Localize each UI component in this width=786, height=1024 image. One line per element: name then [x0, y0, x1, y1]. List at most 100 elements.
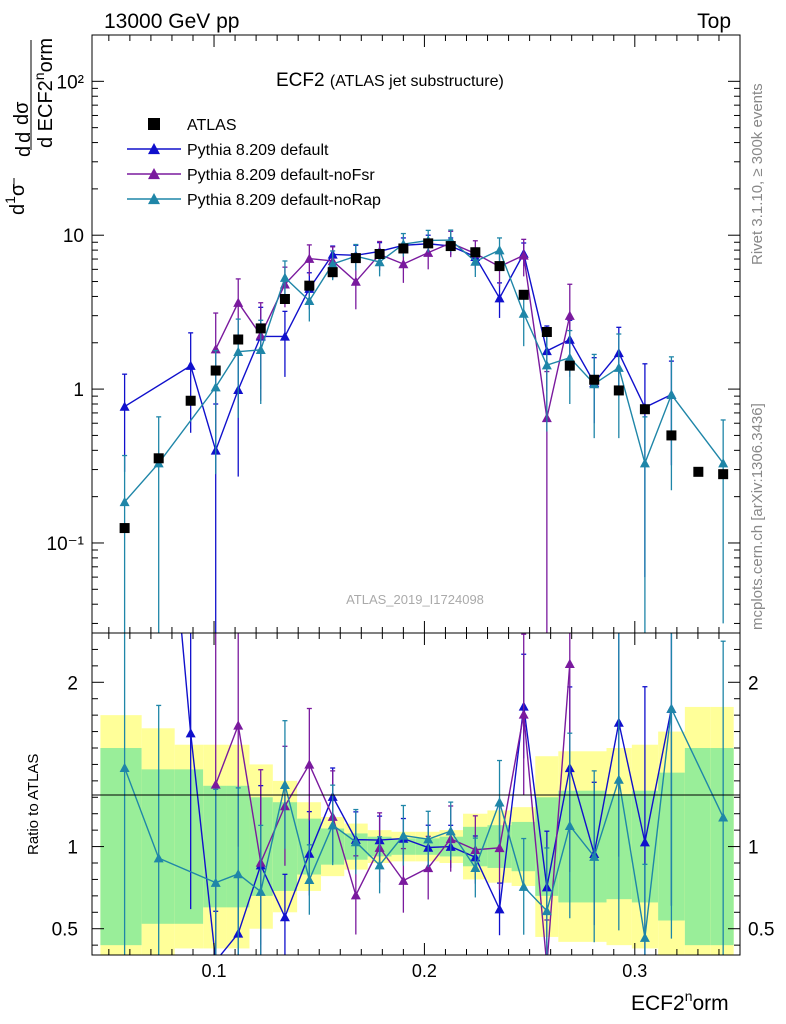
point-noRap	[374, 256, 385, 267]
ratio-point-noFsr	[518, 709, 529, 719]
ratio-series-layer	[119, 0, 729, 969]
legend-label-data: ATLAS	[187, 117, 237, 134]
data-point-atlas	[445, 241, 456, 252]
ratio-line-default	[180, 633, 673, 955]
ratio-point-noRap	[304, 874, 315, 885]
ratio-point-noFsr	[210, 779, 221, 789]
point-noRap	[119, 496, 130, 507]
legend-marker-default	[148, 143, 160, 155]
y-tick-label-main: 10²	[57, 72, 84, 93]
point-default	[279, 331, 290, 341]
y-tick-label-ratio-right: 2	[748, 673, 759, 694]
data-point-atlas	[693, 466, 704, 477]
data-point-atlas	[470, 247, 481, 258]
series-line-default	[124, 243, 672, 453]
point-noRap	[233, 346, 244, 356]
x-tick-label: 0.1	[202, 961, 227, 981]
point-noRap	[279, 272, 290, 282]
y-tick-label-main: 1	[73, 380, 84, 401]
data-point-atlas	[233, 334, 244, 345]
y-axis-label-main: d1σ dd dσ d ECF2norm	[2, 38, 57, 215]
ratio-point-noRap	[666, 703, 677, 713]
x-axis-label: ECF2norm	[631, 988, 729, 1015]
ratio-band-inner-bin	[684, 748, 711, 946]
ratio-point-noRap	[279, 779, 290, 789]
data-point-atlas	[589, 374, 600, 385]
ratio-point-noRap	[423, 834, 434, 844]
process-label: Top	[697, 10, 731, 33]
ratio-point-noRap	[613, 774, 624, 784]
ratio-point-noRap	[470, 862, 481, 873]
point-noRap	[541, 360, 552, 370]
point-noRap	[718, 458, 729, 468]
point-noFsr	[564, 310, 575, 320]
data-point-atlas	[718, 469, 729, 480]
ratio-point-noRap	[210, 877, 221, 887]
legend-marker-data	[148, 118, 160, 130]
data-point-atlas	[185, 395, 196, 406]
rivet-version-label: Rivet 3.1.10, ≥ 300k events	[749, 83, 766, 265]
ratio-point-default	[494, 904, 505, 914]
legend: ATLAS Pythia 8.209 default Pythia 8.209 de…	[127, 117, 381, 209]
data-point-atlas	[423, 238, 434, 249]
ratio-point-noRap	[518, 881, 529, 891]
ratio-plot-frame	[91, 632, 741, 956]
ratio-point-noRap	[564, 820, 575, 830]
x-tick-label: 0.2	[412, 961, 437, 981]
legend-marker-noRap	[148, 193, 160, 205]
point-default	[119, 401, 130, 411]
ratio-point-noFsr	[542, 960, 552, 969]
ratio-point-noFsr	[423, 862, 434, 873]
ratio-point-default	[185, 728, 196, 738]
point-noRap	[518, 308, 529, 318]
point-noFsr	[518, 250, 529, 260]
ratio-point-noRap	[494, 797, 505, 807]
point-noRap	[327, 258, 338, 269]
data-point-atlas	[639, 404, 650, 415]
y-tick-label-ratio-left: 2	[67, 673, 78, 694]
analysis-label: ATLAS_2019_I1724098	[346, 592, 484, 607]
point-noRap	[304, 295, 315, 306]
y-tick-label-ratio-left: 1	[67, 838, 78, 859]
ratio-point-noRap	[233, 868, 244, 879]
data-point-atlas	[613, 385, 624, 396]
ratio-point-noRap	[327, 820, 338, 830]
data-point-atlas	[279, 293, 290, 304]
series-line-noFsr	[215, 242, 571, 419]
point-noRap	[666, 389, 677, 399]
data-point-atlas	[666, 430, 677, 441]
ratio-point-default	[639, 837, 650, 847]
y-tick-label-ratio-right: 1	[748, 838, 759, 859]
y-axis-label-ratio: Ratio to ATLAS	[25, 754, 42, 855]
data-point-atlas	[255, 323, 266, 334]
ratio-point-noFsr	[494, 842, 505, 853]
plot-title: ECF2 (ATLAS jet substructure)	[276, 70, 504, 91]
point-noRap	[564, 352, 575, 362]
y-tick-label-ratio-left: 0.5	[52, 920, 78, 941]
point-noFsr	[398, 258, 409, 269]
point-noRap	[639, 458, 650, 468]
legend-label-noRap: Pythia 8.209 default-noRap	[187, 192, 381, 209]
svg-text:dσ: dσ	[11, 101, 33, 125]
point-noFsr	[304, 253, 315, 263]
data-point-atlas	[153, 453, 164, 464]
ratio-line-noFsr	[215, 663, 571, 955]
ratio-point-noRap	[255, 886, 266, 896]
svg-text:d ECF2norm: d ECF2norm	[31, 38, 57, 148]
data-point-atlas	[119, 523, 130, 534]
data-point-atlas	[327, 267, 338, 278]
ratio-point-noRap	[445, 826, 456, 836]
data-point-atlas	[374, 248, 385, 259]
ratio-point-noFsr	[304, 759, 315, 769]
data-point-atlas	[304, 280, 315, 291]
ratio-point-default	[120, 0, 130, 3]
point-default	[185, 360, 196, 370]
point-noRap	[613, 362, 624, 372]
x-tick-label: 0.3	[622, 961, 647, 981]
ratio-band-inner-bin	[100, 748, 142, 946]
point-default	[494, 293, 505, 303]
y-tick-label-main: 10	[63, 226, 84, 247]
point-noRap	[255, 344, 266, 355]
data-point-atlas	[350, 253, 361, 264]
